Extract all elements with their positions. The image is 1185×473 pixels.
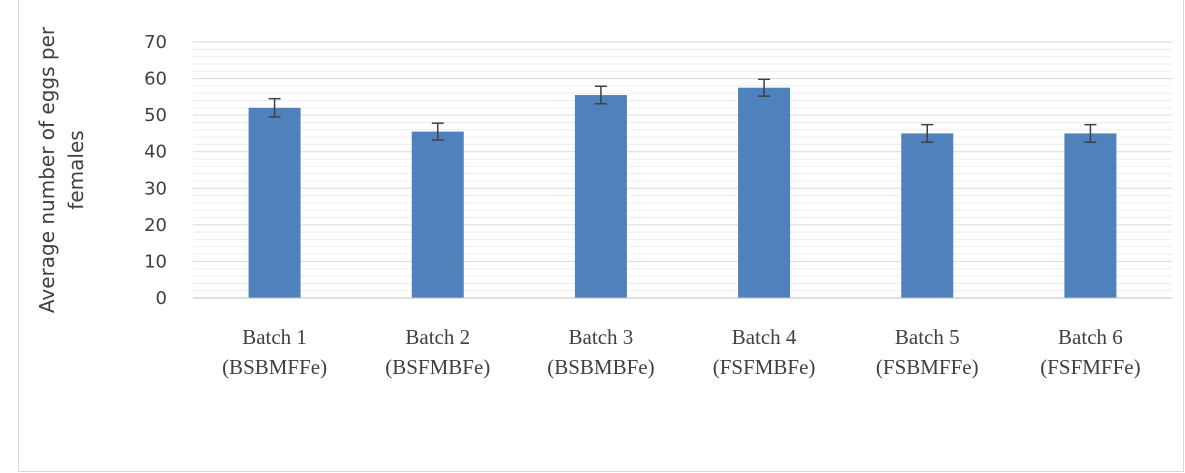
error-bar <box>268 97 281 118</box>
bar <box>411 131 464 298</box>
chart-frame <box>18 0 1184 472</box>
error-bar <box>921 123 934 143</box>
error-bar <box>1084 123 1097 143</box>
x-tick-label: Batch 3 (BSBMBFe) <box>547 325 654 379</box>
bar <box>248 107 301 298</box>
x-tick-label: Batch 1 (BSBMFFe) <box>222 325 327 379</box>
y-tick-label: 30 <box>144 178 167 199</box>
y-tick-label: 60 <box>144 69 167 90</box>
error-bar <box>431 122 444 141</box>
x-tick-label: Batch 4 (FSFMBFe) <box>713 325 816 379</box>
y-tick-label: 0 <box>156 288 167 309</box>
error-bars <box>268 78 1097 143</box>
x-axis-ticks: Batch 1 (BSBMFFe) Batch 2 (BSFMBFe) Batch 3(… <box>222 325 1141 379</box>
bar <box>738 87 791 298</box>
x-tick-label: Batch 5 (FSBMFFe) <box>876 325 979 379</box>
y-tick-label: 40 <box>144 142 167 163</box>
y-tick-label: 70 <box>144 32 167 53</box>
bar <box>1064 133 1117 298</box>
y-axis-label: Average number of eggs per females <box>35 26 88 313</box>
gridlines <box>193 41 1172 292</box>
x-tick-label: Batch 2 (BSFMBFe) <box>385 325 490 379</box>
bar <box>901 133 954 298</box>
error-bar <box>758 78 771 97</box>
x-tick-label: Batch 6 (FSFMFFe) <box>1040 325 1140 379</box>
y-tick-label: 50 <box>144 105 167 126</box>
bar <box>574 95 627 299</box>
error-bar <box>594 85 607 105</box>
y-tick-label: 20 <box>144 215 167 236</box>
y-axis-ticks: 0 10 20 30 40 50 60 70 <box>144 32 167 309</box>
bars <box>248 87 1117 299</box>
y-tick-label: 10 <box>144 251 167 272</box>
